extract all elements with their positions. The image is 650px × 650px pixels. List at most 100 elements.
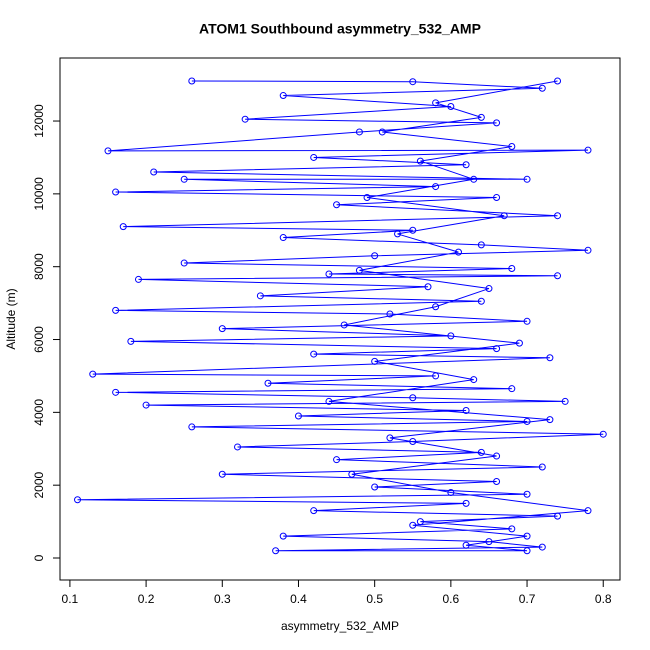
data-point (508, 265, 516, 273)
chart-title: ATOM1 Southbound asymmetry_532_AMP (199, 21, 481, 37)
x-axis-title: asymmetry_532_AMP (281, 619, 399, 633)
data-point (409, 226, 417, 234)
data-point (218, 470, 226, 478)
data-point (493, 194, 501, 202)
data-point (432, 99, 440, 107)
y-tick-label: 12000 (32, 104, 46, 138)
data-point (371, 483, 379, 491)
data-point (386, 434, 394, 442)
data-point (523, 417, 531, 425)
data-point (554, 212, 562, 220)
data-point (416, 518, 424, 526)
x-tick-label: 0.4 (290, 592, 307, 606)
data-point (538, 463, 546, 471)
data-point (447, 488, 455, 496)
x-tick-label: 0.3 (214, 592, 231, 606)
data-point (485, 285, 493, 293)
data-point (127, 337, 135, 345)
data-point (310, 153, 318, 161)
data-point (409, 437, 417, 445)
data-point (234, 443, 242, 451)
data-point (241, 115, 249, 123)
data-point (470, 376, 478, 384)
data-point (546, 416, 554, 424)
data-point (363, 194, 371, 202)
data-point (256, 292, 264, 300)
data-point (394, 230, 402, 238)
y-tick-label: 2000 (32, 472, 46, 499)
data-point (264, 379, 272, 387)
data-point (508, 385, 516, 393)
data-point (188, 423, 196, 431)
data-point (279, 234, 287, 242)
data-point (477, 297, 485, 305)
data-point (538, 543, 546, 551)
y-tick-label: 0 (32, 554, 46, 561)
x-tick-label: 0.6 (443, 592, 460, 606)
data-point (112, 388, 120, 396)
data-point (432, 372, 440, 380)
data-point (462, 541, 470, 549)
data-point (462, 407, 470, 415)
data-point (325, 270, 333, 278)
data-point (134, 275, 142, 283)
data-point (523, 175, 531, 183)
data-point (104, 147, 112, 155)
data-point (508, 525, 516, 533)
data-point (89, 370, 97, 378)
data-point (310, 350, 318, 358)
data-point (112, 306, 120, 314)
data-point (493, 452, 501, 460)
x-tick-label: 0.7 (519, 592, 536, 606)
y-tick-label: 10000 (32, 177, 46, 211)
plot-frame (59, 57, 621, 581)
data-point (554, 272, 562, 280)
data-point (371, 252, 379, 260)
data-point (180, 259, 188, 267)
data-point (485, 538, 493, 546)
data-point (523, 532, 531, 540)
data-point (584, 146, 592, 154)
data-point (340, 321, 348, 329)
data-point (272, 547, 280, 555)
data-point (554, 77, 562, 85)
data-point (119, 223, 127, 231)
data-point (584, 246, 592, 254)
data-point (371, 357, 379, 365)
data-point (355, 128, 363, 136)
data-point (378, 128, 386, 136)
data-point (294, 412, 302, 420)
data-point (477, 113, 485, 121)
data-point (477, 241, 485, 249)
y-tick-label: 8000 (32, 253, 46, 280)
data-point (554, 512, 562, 520)
data-point (409, 78, 417, 86)
data-point (355, 266, 363, 274)
data-point (462, 161, 470, 169)
data-point (416, 157, 424, 165)
x-tick-label: 0.8 (595, 592, 612, 606)
data-point (74, 496, 82, 504)
data-point (454, 248, 462, 256)
data-point (508, 143, 516, 151)
data-point (279, 92, 287, 100)
data-point (432, 183, 440, 191)
data-point (523, 490, 531, 498)
data-point (523, 317, 531, 325)
data-point (218, 325, 226, 333)
data-point (409, 521, 417, 529)
data-point (515, 339, 523, 347)
x-tick-label: 0.5 (366, 592, 383, 606)
data-point (584, 507, 592, 515)
data-point (279, 532, 287, 540)
data-point (150, 168, 158, 176)
data-point (333, 201, 341, 209)
data-point (142, 401, 150, 409)
data-point (477, 448, 485, 456)
y-axis-title: Altitude (m) (4, 288, 18, 349)
x-tick-label: 0.2 (138, 592, 155, 606)
data-point (188, 77, 196, 85)
data-point (538, 84, 546, 92)
data-line (77, 80, 604, 552)
